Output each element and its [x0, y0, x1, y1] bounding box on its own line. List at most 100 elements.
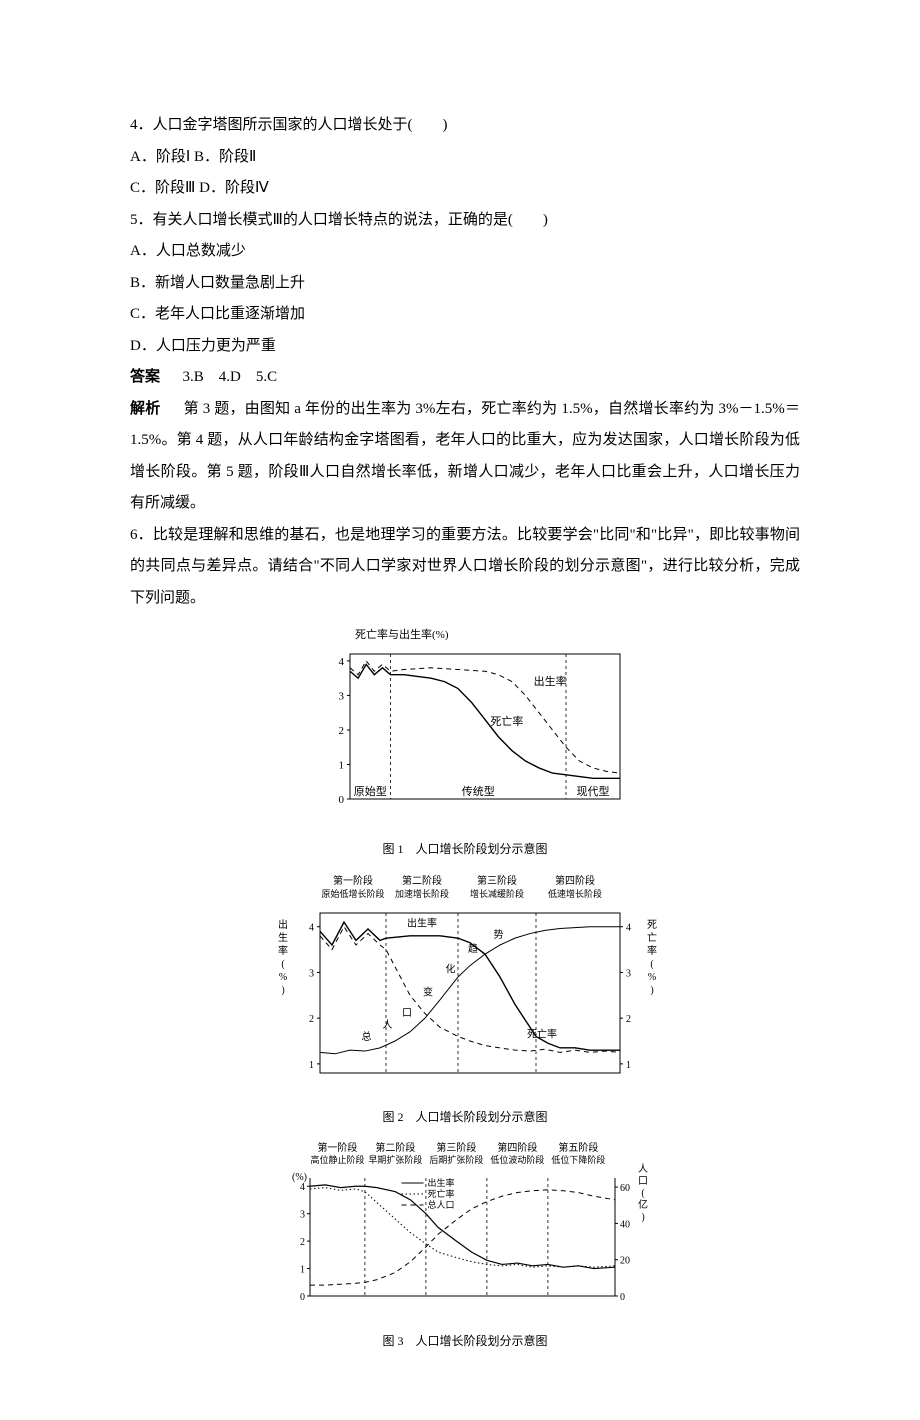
svg-text:趋: 趋 — [468, 942, 478, 955]
svg-text:高位静止阶段: 高位静止阶段 — [310, 1154, 364, 1165]
answers-line: 答案 3.B 4.D 5.C — [130, 362, 800, 394]
svg-text:人: 人 — [638, 1163, 648, 1175]
svg-text:3: 3 — [300, 1210, 305, 1221]
fig1-caption: 图 1 人口增长阶段划分示意图 — [130, 837, 800, 862]
answers-label: 答案 — [130, 369, 160, 385]
svg-text:增长减缓阶段: 增长减缓阶段 — [470, 888, 524, 899]
svg-text:(: ( — [641, 1188, 645, 1199]
q5-opt-a: A．人口总数减少 — [130, 236, 800, 268]
q4-opt-b: B．阶段Ⅱ — [194, 149, 256, 165]
svg-text:4: 4 — [626, 922, 631, 933]
q4-opt-d: D．阶段Ⅳ — [199, 180, 269, 196]
svg-text:40: 40 — [620, 1220, 630, 1231]
svg-text:2: 2 — [626, 1014, 631, 1025]
svg-text:1: 1 — [300, 1265, 305, 1276]
svg-text:死亡率: 死亡率 — [428, 1188, 455, 1199]
svg-text:(: ( — [281, 959, 285, 970]
svg-text:口: 口 — [638, 1176, 648, 1187]
svg-text:4: 4 — [309, 922, 314, 933]
svg-text:现代型: 现代型 — [577, 784, 610, 798]
fig2-caption: 图 2 人口增长阶段划分示意图 — [130, 1105, 800, 1130]
figures-container: 死亡率与出生率(%)01234原始型传统型现代型出生率死亡率 图 1 人口增长阶… — [130, 624, 800, 1354]
svg-text:死亡率: 死亡率 — [527, 1027, 557, 1040]
svg-text:第三阶段: 第三阶段 — [436, 1141, 476, 1154]
svg-text:第四阶段: 第四阶段 — [497, 1141, 537, 1154]
svg-text:60: 60 — [620, 1183, 630, 1194]
svg-text:4: 4 — [339, 656, 345, 668]
svg-text:2: 2 — [339, 725, 345, 737]
svg-text:率: 率 — [647, 944, 657, 957]
q4-row-ab: A．阶段Ⅰ B．阶段Ⅱ — [130, 142, 800, 174]
analysis-block: 解析 第 3 题，由图知 a 年份的出生率为 3%左右，死亡率约为 1.5%，自… — [130, 394, 800, 520]
svg-text:1: 1 — [626, 1060, 631, 1071]
q4-row-cd: C．阶段Ⅲ D．阶段Ⅳ — [130, 173, 800, 205]
svg-text:后期扩张阶段: 后期扩张阶段 — [429, 1154, 483, 1165]
svg-text:1: 1 — [309, 1060, 314, 1071]
svg-text:第一阶段: 第一阶段 — [333, 874, 373, 887]
svg-text:第二阶段: 第二阶段 — [402, 874, 442, 887]
svg-text:第一阶段: 第一阶段 — [317, 1141, 357, 1154]
svg-text:出: 出 — [278, 918, 288, 931]
svg-text:): ) — [641, 1212, 644, 1223]
svg-text:): ) — [281, 985, 284, 996]
svg-text:3: 3 — [626, 968, 631, 979]
svg-text:口: 口 — [402, 1008, 412, 1019]
svg-text:化: 化 — [446, 962, 456, 975]
fig3-caption: 图 3 人口增长阶段划分示意图 — [130, 1329, 800, 1354]
svg-text:死: 死 — [647, 920, 657, 931]
svg-text:出生率: 出生率 — [428, 1177, 455, 1188]
svg-text:): ) — [650, 985, 653, 996]
svg-text:(%): (%) — [292, 1172, 307, 1183]
fig2-chart: 第一阶段原始低增长阶段 第二阶段加速增长阶段 第三阶段增长减缓阶段 第四阶段低速增长阶… — [265, 868, 665, 1093]
svg-text:加速增长阶段: 加速增长阶段 — [395, 888, 449, 899]
svg-text:率: 率 — [278, 944, 288, 957]
svg-text:4: 4 — [300, 1183, 305, 1194]
svg-text:总人口: 总人口 — [428, 1199, 455, 1210]
fig3-chart: 第一阶段高位静止阶段第二阶段早期扩张阶段第三阶段后期扩张阶段第四阶段低位波动阶段… — [265, 1136, 665, 1316]
svg-text:20: 20 — [620, 1256, 630, 1267]
figure-2: 第一阶段原始低增长阶段 第二阶段加速增长阶段 第三阶段增长减缓阶段 第四阶段低速增长阶… — [130, 868, 800, 1131]
svg-text:变: 变 — [423, 985, 433, 998]
q4-opt-c: C．阶段Ⅲ — [130, 180, 195, 196]
svg-text:3: 3 — [309, 968, 314, 979]
svg-text:低速增长阶段: 低速增长阶段 — [548, 888, 602, 899]
svg-text:低位下降阶段: 低位下降阶段 — [551, 1154, 605, 1165]
svg-text:(: ( — [650, 959, 654, 970]
q4-opt-a: A．阶段Ⅰ — [130, 149, 190, 165]
svg-text:2: 2 — [309, 1014, 314, 1025]
svg-text:早期扩张阶段: 早期扩张阶段 — [368, 1154, 422, 1165]
answers-text: 3.B 4.D 5.C — [183, 369, 278, 385]
svg-text:第五阶段: 第五阶段 — [558, 1141, 598, 1154]
q5-opt-d: D．人口压力更为严重 — [130, 331, 800, 363]
figure-3: 第一阶段高位静止阶段第二阶段早期扩张阶段第三阶段后期扩张阶段第四阶段低位波动阶段… — [130, 1136, 800, 1354]
svg-text:生: 生 — [278, 931, 288, 944]
svg-text:总: 总 — [362, 1030, 372, 1043]
svg-text:出生率: 出生率 — [407, 916, 437, 929]
q5-opt-b: B．新增人口数量急剧上升 — [130, 268, 800, 300]
figure-1: 死亡率与出生率(%)01234原始型传统型现代型出生率死亡率 图 1 人口增长阶… — [130, 624, 800, 862]
svg-text:死亡率: 死亡率 — [490, 714, 523, 728]
svg-text:死亡率与出生率(%): 死亡率与出生率(%) — [355, 627, 449, 641]
svg-text:势: 势 — [494, 928, 504, 941]
q5-opt-c: C．老年人口比重逐渐增加 — [130, 299, 800, 331]
svg-text:0: 0 — [339, 794, 345, 806]
svg-text:第四阶段: 第四阶段 — [555, 874, 595, 887]
svg-text:亿: 亿 — [638, 1198, 648, 1211]
svg-text:2: 2 — [300, 1237, 305, 1248]
page-content: 4．人口金字塔图所示国家的人口增长处于( ) A．阶段Ⅰ B．阶段Ⅱ C．阶段Ⅲ… — [0, 0, 920, 1420]
svg-text:第二阶段: 第二阶段 — [375, 1141, 415, 1154]
svg-text:人: 人 — [383, 1019, 393, 1031]
svg-text:原始低增长阶段: 原始低增长阶段 — [321, 888, 384, 899]
svg-text:%: % — [279, 972, 287, 983]
svg-text:亡: 亡 — [647, 931, 657, 944]
svg-text:第三阶段: 第三阶段 — [477, 874, 517, 887]
svg-text:原始型: 原始型 — [354, 784, 387, 798]
q6-text: 6．比较是理解和思维的基石，也是地理学习的重要方法。比较要学会"比同"和"比异"… — [130, 520, 800, 615]
svg-text:1: 1 — [339, 759, 345, 771]
analysis-text: 第 3 题，由图知 a 年份的出生率为 3%左右，死亡率约为 1.5%，自然增长… — [130, 401, 800, 512]
q4-stem: 4．人口金字塔图所示国家的人口增长处于( ) — [130, 110, 800, 142]
svg-text:传统型: 传统型 — [462, 784, 495, 798]
fig1-chart: 死亡率与出生率(%)01234原始型传统型现代型出生率死亡率 — [300, 624, 630, 824]
svg-text:3: 3 — [339, 690, 345, 702]
q5-stem: 5．有关人口增长模式Ⅲ的人口增长特点的说法，正确的是( ) — [130, 205, 800, 237]
